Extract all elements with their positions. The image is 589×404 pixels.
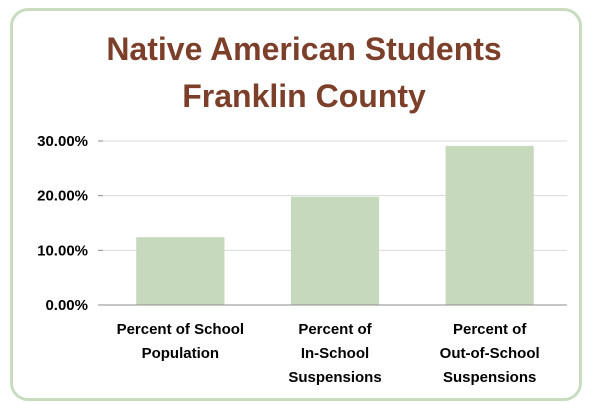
chart-title-line-1: Native American Students [106, 31, 501, 67]
y-tick-label: 10.00% [37, 242, 88, 259]
bars [136, 145, 534, 305]
y-axis-tick-labels: 0.00% 10.00% 20.00% 30.00% [37, 133, 88, 314]
chart-title-line-2: Franklin County [182, 78, 426, 114]
x-category-label: Percent of Out-of-School Suspensions [440, 321, 540, 386]
x-axis-category-labels: Percent of School Population Percent of In-… [117, 321, 540, 386]
y-tick-label: 0.00% [45, 297, 88, 314]
x-category-label: Percent of In-School Suspensions [288, 321, 381, 386]
bar [136, 237, 225, 305]
bar [290, 196, 380, 305]
y-tick-label: 30.00% [37, 133, 88, 150]
x-category-label: Percent of School Population [117, 321, 245, 362]
bar [445, 145, 534, 305]
y-tick-label: 20.00% [37, 188, 88, 205]
